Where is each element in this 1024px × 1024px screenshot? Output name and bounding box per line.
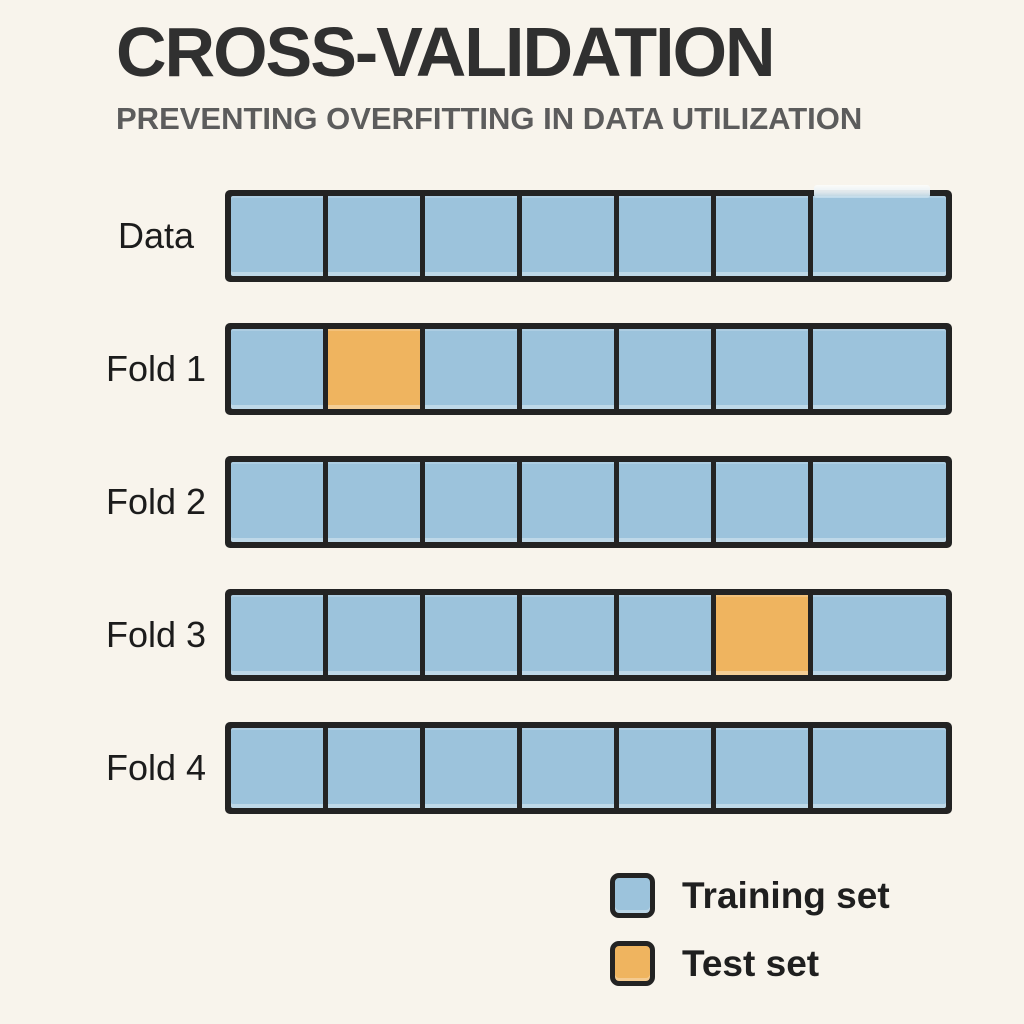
training-cell: [613, 462, 711, 542]
legend-item-training: Training set: [610, 873, 890, 918]
training-cell: [613, 329, 711, 409]
legend: Training set Test set: [610, 873, 890, 986]
training-cell: [231, 728, 323, 808]
fold-row: Fold 1: [0, 323, 960, 415]
training-cell: [231, 462, 323, 542]
training-cell: [516, 728, 614, 808]
fold-rows: Data Fold 1 Fold 2 Fold 3 Fold 4: [0, 190, 960, 855]
fold-row: Data: [0, 190, 960, 282]
segments-box: [225, 722, 952, 814]
row-label: Fold 3: [105, 614, 207, 655]
segments-box: [225, 190, 952, 282]
training-cell: [419, 196, 517, 276]
segments-box: [225, 456, 952, 548]
training-cell: [322, 462, 420, 542]
fold-row: Fold 3: [0, 589, 960, 681]
training-cell: [419, 329, 517, 409]
training-cell: [516, 329, 614, 409]
header: CROSS-VALIDATION PREVENTING OVERFITTING …: [116, 13, 863, 137]
legend-item-test: Test set: [610, 941, 890, 986]
training-cell: [613, 728, 711, 808]
training-cell: [322, 196, 420, 276]
segments-box: [225, 589, 952, 681]
fold-row: Fold 2: [0, 456, 960, 548]
training-cell: [807, 329, 947, 409]
training-cell: [516, 462, 614, 542]
page-title: CROSS-VALIDATION: [116, 13, 776, 91]
training-cell: [419, 728, 517, 808]
training-cell: [613, 196, 711, 276]
training-cell: [710, 329, 808, 409]
training-cell: [231, 329, 323, 409]
training-cell: [613, 595, 711, 675]
training-cell: [807, 462, 947, 542]
test-cell: [710, 595, 808, 675]
training-cell: [516, 595, 614, 675]
training-cell: [710, 728, 808, 808]
training-cell: [419, 595, 517, 675]
segments-box: [225, 323, 952, 415]
training-cell: [419, 462, 517, 542]
legend-label: Training set: [682, 874, 890, 916]
training-cell: [807, 196, 947, 276]
row-label: Fold 1: [105, 348, 207, 389]
training-cell: [710, 196, 808, 276]
training-cell: [231, 595, 323, 675]
training-cell: [231, 196, 323, 276]
fold-row: Fold 4: [0, 722, 960, 814]
training-swatch-icon: [610, 873, 655, 918]
legend-label: Test set: [682, 942, 820, 984]
training-cell: [807, 728, 947, 808]
training-cell: [516, 196, 614, 276]
training-cell: [322, 595, 420, 675]
row-label: Data: [117, 215, 195, 256]
training-cell: [322, 728, 420, 808]
page-subtitle: PREVENTING OVERFITTING IN DATA UTILIZATI…: [116, 101, 863, 137]
row-label: Fold 4: [105, 747, 207, 788]
test-swatch-icon: [610, 941, 655, 986]
render-artifact-smudge: [814, 185, 930, 198]
test-cell: [322, 329, 420, 409]
training-cell: [710, 462, 808, 542]
row-label: Fold 2: [105, 481, 207, 522]
training-cell: [807, 595, 947, 675]
